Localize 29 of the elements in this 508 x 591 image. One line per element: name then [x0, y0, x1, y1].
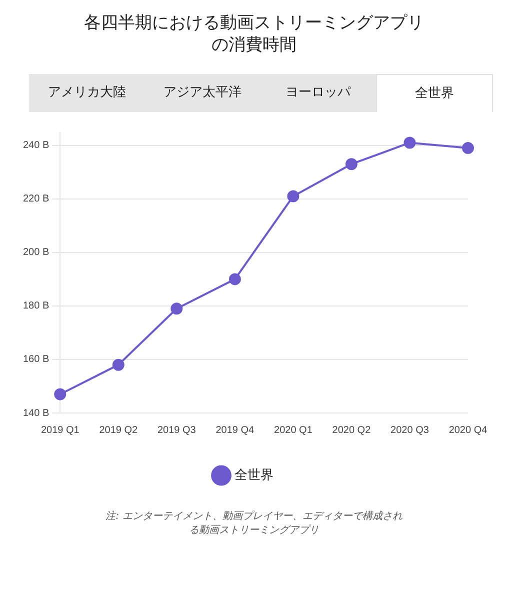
- text: アメリカ大陸: [46, 84, 127, 102]
- point: [287, 190, 300, 202]
- x-tick-label: 2020 Q2: [332, 424, 372, 436]
- x-tick-label: 2019 Q3: [157, 424, 196, 436]
- point: [170, 302, 183, 315]
- point: [228, 273, 241, 286]
- y-tick-label: 180 B: [22, 300, 50, 312]
- y-tick-label: 240 B: [22, 140, 50, 152]
- text: ヨーロッパ: [284, 84, 352, 102]
- x-tick-label: 2019 Q4: [216, 424, 255, 436]
- point: [54, 388, 66, 400]
- x-tick-label: 2019 Q1: [40, 424, 80, 436]
- chart-title: 各四半期における動画ストリーミングアプリの消費時間: [83, 12, 425, 56]
- text: 注: エンターテイメント、動画プレイヤー、エディターで構成される動画ストリーミングアプリ: [104, 510, 404, 538]
- y-tick-label: 160 B: [22, 354, 50, 366]
- x-tick-label: 2019 Q2: [99, 424, 138, 436]
- y-tick-label: 200 B: [22, 247, 50, 258]
- y-tick-label: 220 B: [22, 194, 50, 205]
- x-tick-label: 2020 Q4: [448, 424, 488, 436]
- text: 全世界: [376, 74, 493, 112]
- y-tick-label: 140 B: [22, 408, 50, 419]
- x-tick-label: 2020 Q3: [390, 424, 430, 436]
- point: [404, 136, 416, 149]
- point: [462, 142, 474, 154]
- point: [112, 358, 124, 371]
- point: [345, 158, 358, 170]
- x-tick-label: 2020 Q1: [274, 424, 313, 436]
- text: アジア太平洋: [162, 84, 242, 102]
- legend-label: 全世界: [234, 468, 274, 483]
